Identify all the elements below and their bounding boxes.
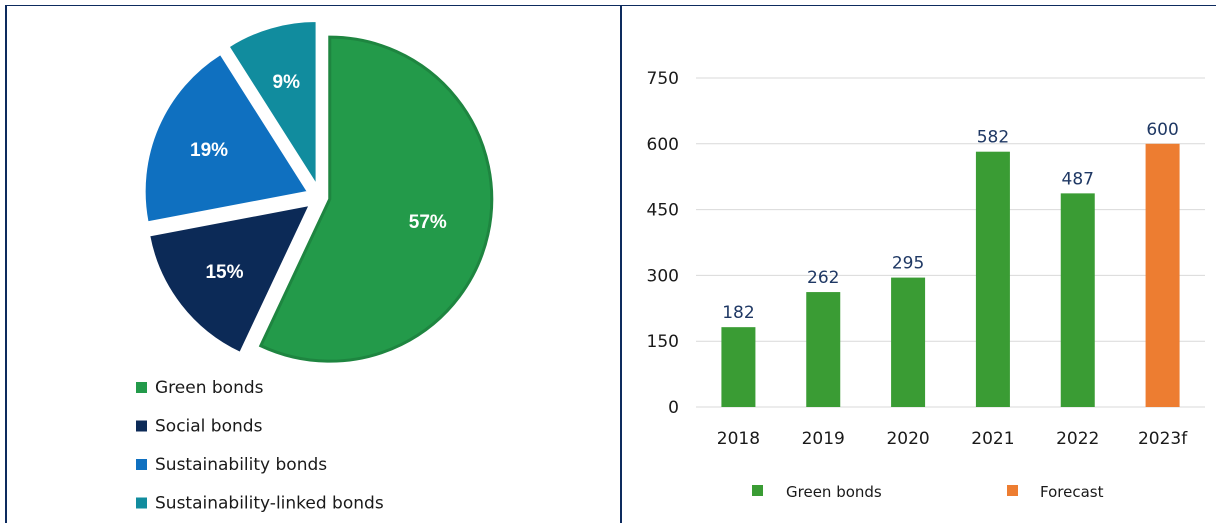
data-label-2022: 487 (1062, 169, 1094, 189)
x-tick-label-2018: 2018 (717, 429, 760, 449)
bar-2022 (1060, 193, 1095, 407)
frame-top-border (6, 5, 1216, 6)
y-tick-label: 750 (647, 69, 679, 89)
pie-label-sustainability-bonds: 19% (190, 140, 228, 161)
legend-swatch-sustainability-bonds (136, 459, 147, 470)
data-label-2023f: 600 (1146, 120, 1178, 140)
frame-divider (620, 5, 622, 523)
bar-2020 (891, 277, 926, 407)
x-tick-label-2023f: 2023f (1138, 429, 1188, 449)
bar-legend-label-green-bonds: Green bonds (786, 483, 882, 501)
legend-swatch-social-bonds (136, 420, 147, 432)
data-label-2019: 262 (807, 268, 839, 288)
frame-left-border (5, 5, 7, 523)
y-tick-label: 300 (647, 266, 679, 286)
data-label-2021: 582 (977, 128, 1009, 148)
pie-slice-sustainability-bonds (144, 53, 308, 223)
bar-legend-label-forecast: Forecast (1040, 483, 1104, 501)
bar-2023f (1145, 143, 1180, 408)
bar-2021 (975, 151, 1010, 407)
bar-2019 (806, 292, 841, 407)
x-tick-label-2020: 2020 (886, 429, 929, 449)
pie-label-green-bonds: 57% (409, 212, 447, 233)
pie-slice-outline (258, 35, 494, 363)
bar-legend-swatch-green-bonds (752, 485, 763, 496)
y-tick-label: 600 (647, 135, 679, 155)
y-tick-label: 0 (668, 398, 679, 418)
legend-swatch-green-bonds (136, 382, 147, 393)
pie-slice-social-bonds (149, 204, 310, 353)
bar-legend-swatch-forecast (1007, 485, 1018, 496)
x-tick-label-2022: 2022 (1056, 429, 1099, 449)
pie-slice-sustainability-linked-bonds (228, 21, 317, 186)
bar-2018 (721, 327, 756, 407)
pie-label-social-bonds: 15% (205, 262, 243, 283)
legend-swatch-sustainability-linked-bonds (136, 497, 147, 509)
data-label-2020: 295 (892, 254, 924, 274)
data-label-2018: 182 (722, 303, 754, 323)
legend-label-sustainability-bonds: Sustainability bonds (155, 455, 327, 475)
x-tick-label-2019: 2019 (802, 429, 845, 449)
y-tick-label: 150 (647, 332, 679, 352)
legend-label-green-bonds: Green bonds (155, 378, 264, 398)
pie-label-sustainability-linked-bonds: 9% (273, 72, 301, 93)
pie-chart: 57% 15% 19% 9% Green bonds Social bonds Sustai… (136, 21, 494, 514)
x-tick-label-2021: 2021 (971, 429, 1014, 449)
legend-label-sustainability-linked-bonds: Sustainability-linked bonds (155, 494, 384, 514)
legend-label-social-bonds: Social bonds (155, 417, 263, 437)
y-tick-label: 450 (647, 201, 679, 221)
